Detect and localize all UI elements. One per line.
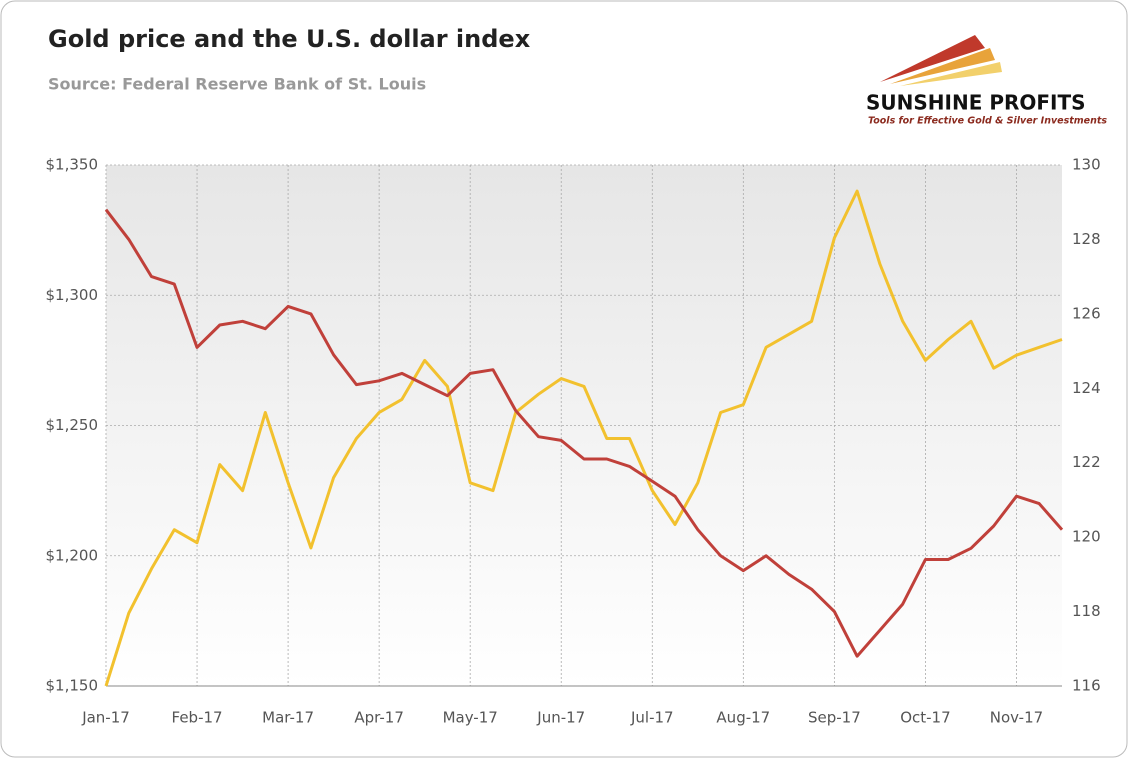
y-tick-label: $1,200: [46, 546, 99, 564]
y-tick-label: $1,350: [46, 156, 99, 174]
x-tick-label: Apr-17: [354, 709, 404, 727]
y2-tick-label: 126: [1072, 304, 1101, 322]
x-tick-label: Feb-17: [172, 709, 223, 727]
y-tick-label: $1,150: [46, 677, 99, 695]
chart-subtitle: Source: Federal Reserve Bank of St. Loui…: [48, 75, 426, 94]
x-tick-label: Jul-17: [630, 709, 674, 727]
chart-title: Gold price and the U.S. dollar index: [48, 25, 531, 53]
y2-tick-label: 130: [1072, 156, 1101, 174]
y-tick-label: $1,300: [46, 286, 99, 304]
y2-tick-label: 122: [1072, 453, 1101, 471]
y2-tick-label: 124: [1072, 379, 1101, 397]
x-tick-label: Sep-17: [808, 709, 861, 727]
logo-ray: [880, 35, 985, 82]
logo-name: SUNSHINE PROFITS: [866, 91, 1086, 115]
series-line: [104, 189, 1063, 687]
logo-tagline: Tools for Effective Gold & Silver Invest…: [868, 116, 1107, 127]
x-tick-label: Oct-17: [900, 709, 950, 727]
y2-tick-label: 118: [1072, 602, 1101, 620]
x-tick-label: Mar-17: [262, 709, 314, 727]
x-tick-label: Jan-17: [81, 709, 130, 727]
x-tick-label: Aug-17: [716, 709, 770, 727]
logo-ray: [890, 48, 995, 84]
y2-tick-label: 128: [1072, 230, 1101, 248]
logo: SUNSHINE PROFITS Tools for Effective Gol…: [866, 35, 1107, 127]
series-line: [104, 208, 1064, 658]
logo-ray: [900, 62, 1002, 86]
x-tick-label: May-17: [443, 709, 498, 727]
y-tick-label: $1,250: [46, 416, 99, 434]
x-tick-label: Nov-17: [990, 709, 1043, 727]
x-tick-label: Jun-17: [536, 709, 585, 727]
y2-tick-label: 116: [1072, 677, 1101, 695]
y2-tick-label: 120: [1072, 528, 1101, 546]
